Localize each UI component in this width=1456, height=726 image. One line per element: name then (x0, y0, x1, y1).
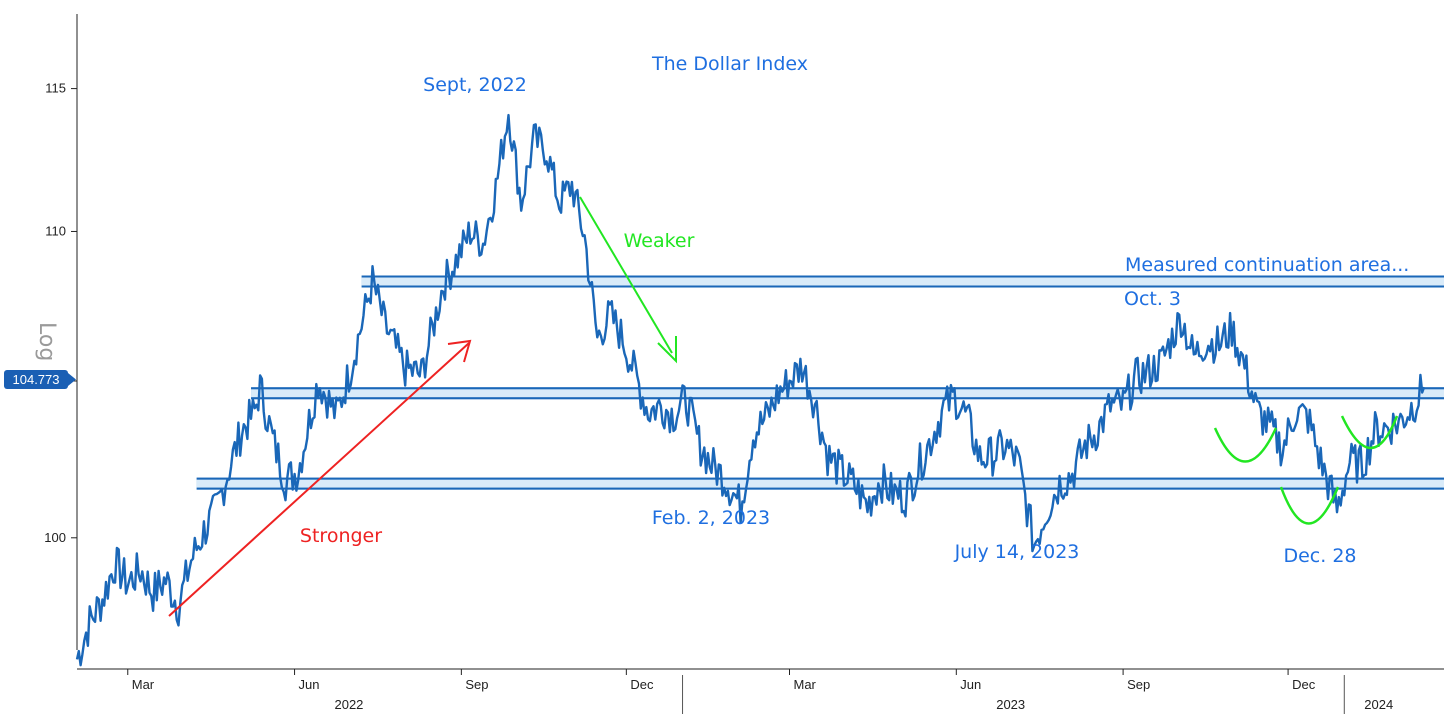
stronger-label: Stronger (300, 525, 382, 547)
bottom-curve-jan (1340, 415, 1399, 449)
x-tick-month-2: Sep (460, 669, 488, 692)
band-layer (196, 275, 1445, 490)
x-year-label-2: 2024 (1364, 697, 1393, 712)
x-tick-month-1: Jun (294, 669, 320, 692)
y-tick-label: 115 (45, 81, 66, 96)
horizontal-band-1 (251, 387, 1445, 400)
y-tick-100: 100 (44, 530, 77, 545)
dec28-label: Dec. 28 (1283, 545, 1356, 567)
x-tick-month-3: Dec (625, 669, 654, 692)
x-tick-month-label: Dec (1292, 677, 1316, 692)
x-year-label-1: 2023 (996, 697, 1025, 712)
x-tick-layer: Mar Jun Sep Dec Mar Jun Sep Dec 2022 2023 2024 (127, 669, 1393, 714)
current-value-text: 104.773 (13, 372, 60, 387)
bottom-curve-nov (1213, 427, 1278, 463)
current-value-box (4, 370, 68, 389)
july14-label: July 14, 2023 (954, 541, 1080, 563)
x-tick-month-4: Mar (789, 669, 817, 692)
x-tick-month-label: Sep (465, 677, 488, 692)
oct3-label: Oct. 3 (1124, 288, 1181, 310)
y-tick-layer: 100105110115 (44, 81, 77, 545)
x-tick-month-label: Jun (299, 677, 320, 692)
x-tick-month-label: Mar (794, 677, 817, 692)
x-tick-month-label: Jun (960, 677, 981, 692)
measured-continuation-label: Measured continuation area... (1125, 254, 1409, 276)
x-tick-month-0: Mar (127, 669, 155, 692)
current-value-tag: 104.773 (4, 370, 76, 389)
horizontal-band-0 (361, 275, 1444, 288)
sept-peak-label: Sept, 2022 (423, 74, 527, 96)
log-scale-label: Log (34, 322, 59, 361)
x-tick-month-5: Jun (955, 669, 981, 692)
y-tick-label: 110 (45, 223, 66, 238)
x-year-label-0: 2022 (334, 697, 363, 712)
series-layer (75, 113, 1426, 667)
x-tick-month-label: Sep (1127, 677, 1150, 692)
horizontal-band-2 (196, 477, 1444, 490)
y-tick-label: 100 (44, 530, 66, 545)
feb2-label: Feb. 2, 2023 (652, 507, 770, 529)
bottom-curve-dec (1279, 486, 1340, 525)
x-tick-month-6: Sep (1122, 669, 1150, 692)
x-tick-month-7: Dec (1287, 669, 1316, 692)
chart-title: The Dollar Index (651, 53, 808, 75)
dollar-index-line (75, 113, 1426, 667)
x-tick-month-label: Dec (630, 677, 654, 692)
y-tick-115: 115 (45, 81, 77, 96)
y-tick-110: 110 (45, 223, 77, 238)
x-tick-month-label: Mar (132, 677, 155, 692)
weaker-arrow (579, 196, 677, 364)
stronger-arrow (168, 339, 472, 617)
weaker-label: Weaker (624, 230, 695, 252)
current-value-pointer (68, 373, 76, 386)
